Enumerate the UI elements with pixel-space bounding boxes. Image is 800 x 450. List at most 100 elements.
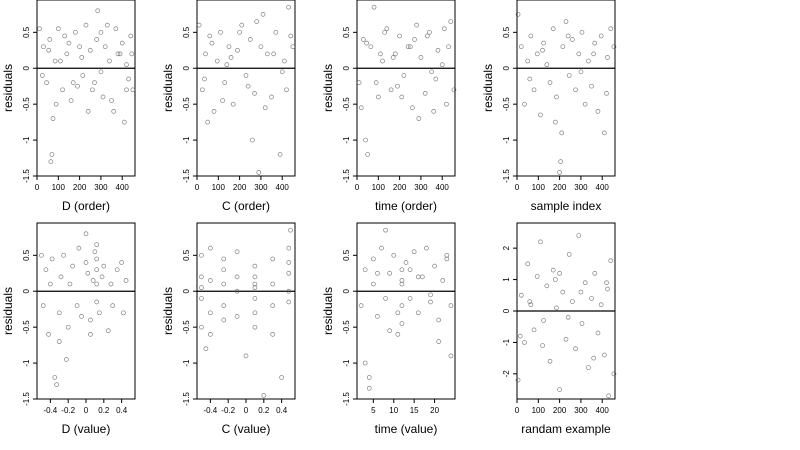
- scatter-point: [208, 278, 213, 283]
- scatter-points: [199, 227, 293, 398]
- y-tick-label: 0.5: [22, 26, 31, 38]
- scatter-point: [517, 333, 523, 339]
- scatter-point: [606, 393, 611, 399]
- scatter-point: [431, 108, 437, 114]
- scatter-point: [94, 267, 100, 273]
- scatter-point: [119, 260, 124, 265]
- scatter-point: [234, 274, 240, 280]
- scatter-point: [279, 375, 284, 380]
- scatter-point: [273, 29, 279, 35]
- scatter-point: [270, 256, 276, 262]
- scatter-point: [113, 26, 119, 32]
- scatter-point: [552, 277, 558, 282]
- scatter-point: [547, 80, 553, 85]
- y-tick-label: 0: [182, 65, 191, 70]
- scatter-point: [243, 73, 249, 78]
- x-tick-label: 0: [244, 406, 249, 415]
- scatter-point: [208, 331, 213, 337]
- scatter-point: [570, 37, 575, 42]
- scatter-point: [124, 62, 129, 68]
- scatter-point: [592, 40, 598, 46]
- scatter-point: [102, 44, 108, 50]
- scatter-point: [260, 12, 266, 17]
- x-axis-title: D (value): [62, 422, 111, 436]
- scatter-point: [440, 278, 446, 283]
- scatter-point: [565, 314, 571, 320]
- scatter-point: [271, 51, 277, 57]
- scatter-point: [107, 58, 112, 64]
- y-tick-label: -1.5: [22, 392, 31, 406]
- scatter-points: [358, 227, 454, 391]
- scatter-point: [448, 303, 454, 308]
- scatter-point: [43, 267, 49, 273]
- scatter-point: [560, 44, 566, 50]
- scatter-point: [565, 33, 571, 39]
- y-tick-label: 0.5: [502, 26, 511, 38]
- scatter-point: [49, 256, 55, 262]
- y-tick-label: -1.5: [182, 392, 191, 406]
- scatter-point: [598, 302, 604, 308]
- scatter-point: [85, 108, 91, 114]
- scatter-point: [286, 299, 292, 305]
- scatter-point: [66, 40, 72, 46]
- scatter-point: [589, 83, 594, 89]
- scatter-point: [70, 80, 76, 85]
- scatter-point: [252, 310, 258, 316]
- scatter-point: [407, 44, 413, 50]
- scatter-points: [515, 233, 617, 399]
- scatter-point: [390, 55, 396, 60]
- y-axis-title: residuals: [1, 64, 15, 112]
- scatter-point: [90, 87, 95, 93]
- scatter-point: [387, 270, 393, 276]
- scatter-point: [403, 260, 409, 265]
- scatter-point: [61, 252, 67, 258]
- y-tick-label: 0: [22, 288, 31, 293]
- x-tick-label: 200: [73, 183, 87, 192]
- scatter-point: [281, 58, 287, 64]
- x-axis-title: time (order): [375, 199, 437, 213]
- scatter-point: [56, 339, 62, 344]
- scatter-point: [611, 371, 617, 377]
- scatter-point: [199, 87, 205, 93]
- x-tick-label: 100: [212, 183, 226, 192]
- y-tick-label: -1: [502, 338, 511, 346]
- scatter-point: [552, 119, 558, 125]
- scatter-point: [261, 393, 267, 398]
- scatter-point: [128, 33, 134, 39]
- y-tick-label: 0: [342, 288, 351, 293]
- scatter-point: [235, 47, 240, 53]
- scatter-point: [428, 299, 433, 305]
- y-tick-label: 1: [502, 277, 511, 282]
- scatter-point: [522, 340, 527, 345]
- scatter-panel-6: -0.4 -0.2 0 0.2 0.4 0.5 0 -0.5 -1 -1.5 C (value) re…: [161, 222, 296, 436]
- scatter-point: [221, 267, 227, 273]
- y-tick-label: -1: [22, 359, 31, 367]
- y-tick-label: 0.5: [182, 26, 191, 38]
- scatter-point: [234, 288, 240, 294]
- scatter-point: [109, 98, 114, 103]
- scatter-point: [252, 263, 258, 269]
- scatter-point: [74, 303, 80, 308]
- x-axis-title: randam example: [521, 422, 611, 436]
- scatter-point: [605, 55, 610, 60]
- scatter-point: [88, 317, 93, 323]
- x-axis-title: C (value): [222, 422, 271, 436]
- scatter-point: [436, 317, 442, 323]
- scatter-point: [370, 281, 376, 287]
- y-tick-label: 0: [502, 308, 511, 313]
- y-tick-label: -1: [342, 359, 351, 367]
- scatter-point: [94, 281, 100, 287]
- x-tick-label: 400: [436, 183, 450, 192]
- x-axis-title: D (order): [62, 199, 110, 213]
- scatter-point: [226, 44, 232, 50]
- scatter-point: [95, 8, 101, 14]
- scatter-point: [362, 267, 368, 273]
- scatter-point: [220, 98, 225, 103]
- scatter-point: [49, 152, 55, 157]
- scatter-point: [245, 83, 251, 89]
- scatter-point: [538, 239, 543, 245]
- scatter-point: [395, 83, 400, 89]
- scatter-point: [60, 87, 65, 93]
- scatter-point: [439, 62, 445, 68]
- scatter-point: [286, 4, 291, 10]
